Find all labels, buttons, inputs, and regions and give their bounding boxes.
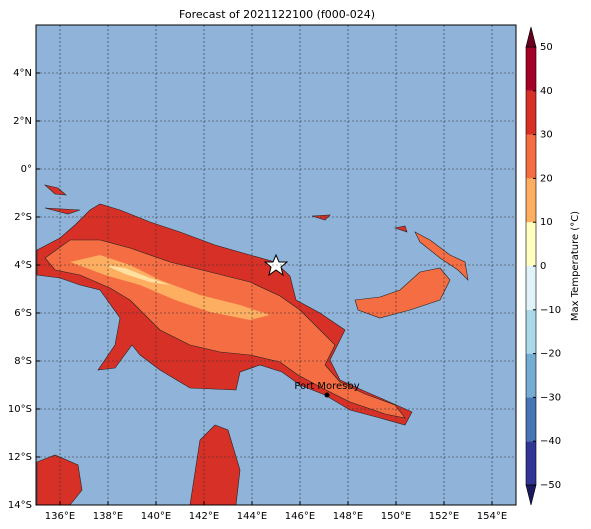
x-tick-label: 142°E: [189, 511, 219, 522]
colorbar-label: Max Temperature (°C): [570, 211, 581, 321]
x-tick-label: 150°E: [381, 511, 411, 522]
colorbar-tick-label: 30: [540, 130, 553, 141]
colorbar-segment: [526, 441, 536, 485]
y-tick-label: 4°S: [14, 260, 32, 271]
y-tick-label: 0°: [21, 164, 32, 175]
x-tick-label: 138°E: [93, 511, 123, 522]
colorbar-segment: [526, 90, 536, 135]
colorbar-segment: [526, 47, 536, 91]
x-tick-label: 154°E: [477, 511, 507, 522]
y-tick-label: 4°N: [13, 68, 32, 79]
colorbar-tick-label: −10: [540, 305, 561, 316]
colorbar-extend-high: [525, 26, 537, 48]
colorbar-tick-label: −30: [540, 392, 561, 403]
colorbar-tick-label: −50: [540, 480, 561, 491]
city-label: Port Moresby: [294, 381, 359, 392]
colorbar-tick-label: 0: [540, 261, 546, 272]
x-tick-label: 148°E: [333, 511, 363, 522]
colorbar-extend-low: [525, 484, 537, 506]
colorbar-tick-label: −40: [540, 436, 561, 447]
colorbar-segment: [526, 178, 536, 223]
colorbar-segment: [526, 134, 536, 179]
y-tick-label: 6°S: [14, 308, 32, 319]
y-tick-label: 8°S: [14, 356, 32, 367]
x-tick-label: 146°E: [285, 511, 315, 522]
y-tick-label: 10°S: [8, 404, 32, 415]
colorbar-tick-label: 40: [540, 86, 553, 97]
colorbar-tick-label: 20: [540, 173, 553, 184]
y-tick-label: 14°S: [8, 500, 32, 511]
colorbar-tick-label: −20: [540, 349, 561, 360]
colorbar-segment: [526, 353, 536, 398]
colorbar-segment: [526, 309, 536, 354]
x-tick-label: 152°E: [429, 511, 459, 522]
colorbar-tick-label: 10: [540, 217, 553, 228]
y-tick-label: 2°S: [14, 212, 32, 223]
x-tick-label: 140°E: [141, 511, 171, 522]
colorbar-segment: [526, 266, 536, 310]
land: [36, 184, 469, 506]
colorbar-segment: [526, 222, 536, 266]
x-tick-label: 136°E: [45, 511, 75, 522]
map-title: Forecast of 2021122100 (f000-024): [179, 8, 375, 21]
colorbar-segment: [526, 397, 536, 442]
y-tick-label: 12°S: [8, 452, 32, 463]
y-tick-label: 2°N: [13, 116, 32, 127]
colorbar-tick-label: 50: [540, 42, 553, 53]
x-tick-label: 144°E: [237, 511, 267, 522]
